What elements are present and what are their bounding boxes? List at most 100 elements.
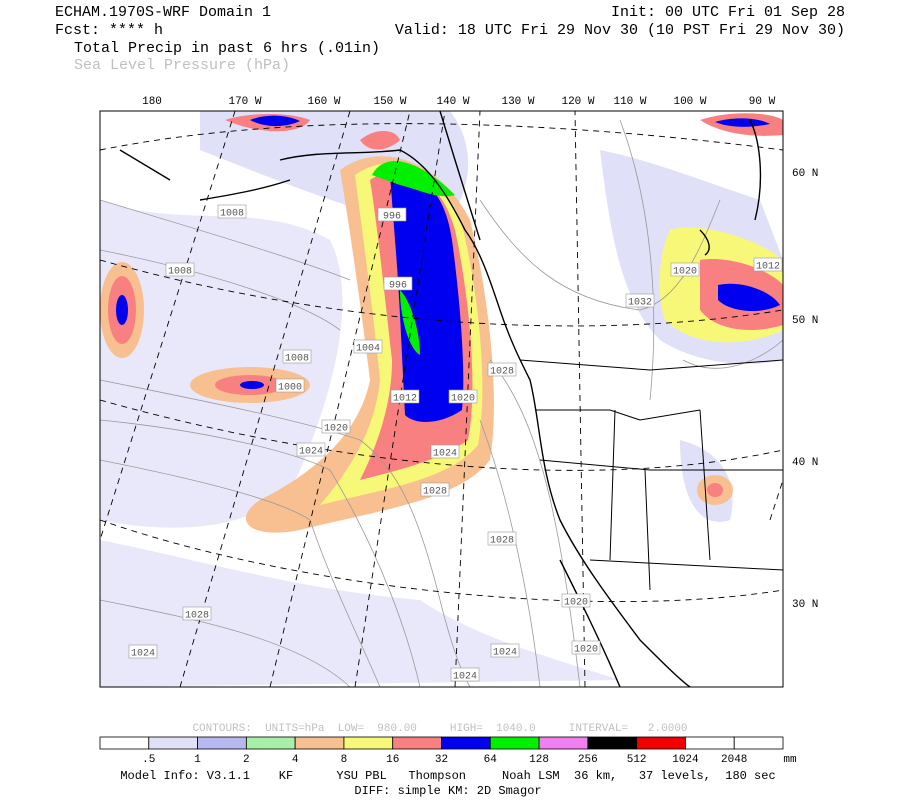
latitude-line	[100, 123, 783, 151]
isobar	[682, 339, 783, 369]
contour-label: 1024	[453, 672, 477, 683]
colorbar-swatch	[636, 736, 686, 750]
contour-label-box	[165, 262, 195, 277]
contour-label: 1024	[493, 648, 517, 659]
contour-label: 1012	[393, 394, 417, 405]
colorbar-swatch	[392, 736, 442, 750]
contour-label: 996	[383, 212, 401, 223]
contour-label-box	[487, 531, 517, 546]
latitude-label: 60 N	[792, 168, 818, 180]
longitude-label: 90 W	[749, 96, 776, 108]
contour-label-box	[450, 667, 480, 682]
contour-label-box	[448, 389, 478, 404]
field-precip: Total Precip in past 6 hrs (.01in)	[74, 40, 380, 57]
precip-intense	[390, 174, 464, 422]
longitude-label: 140 W	[436, 96, 469, 108]
precip-intense	[240, 381, 264, 389]
colorbar-label: .5	[142, 754, 155, 766]
colorbar-label: 2048	[721, 754, 747, 766]
map-frame	[99, 110, 784, 688]
colorbar-label: 32	[435, 754, 448, 766]
precip-intense	[250, 115, 300, 127]
contour-label: 1008	[220, 209, 244, 220]
contour-label: 1028	[490, 367, 514, 378]
latitude-line	[100, 399, 783, 471]
contour-label: 1020	[324, 424, 348, 435]
contour-label-box	[390, 389, 420, 404]
contour-label: 1024	[131, 649, 155, 660]
isobar	[479, 199, 721, 311]
contour-label: 1020	[574, 645, 598, 656]
init-time: Init: 00 UTC Fri 01 Sep 28	[611, 4, 845, 21]
contour-label-box	[377, 207, 407, 222]
isobar	[100, 379, 471, 687]
coastline	[699, 119, 762, 256]
colorbar-swatch	[197, 736, 247, 750]
contour-label: 1020	[451, 394, 475, 405]
coastline	[279, 149, 691, 687]
colorbar-swatch	[294, 736, 345, 750]
diff-info: DIFF: simple KM: 2D Smagor	[354, 784, 541, 798]
longitude-label: 160 W	[307, 96, 340, 108]
colorbar-swatch	[99, 736, 150, 750]
contour-label-box	[275, 378, 305, 393]
contour-label-box	[571, 640, 601, 655]
colorbar-swatch	[489, 736, 540, 750]
contour-label-box	[670, 262, 700, 277]
field-slp: Sea Level Pressure (hPa)	[74, 57, 290, 74]
latitude-labels: 60 N 50 N 40 N 30 N	[792, 168, 818, 611]
valid-time: Valid: 18 UTC Fri 29 Nov 30 (10 PST Fri …	[395, 22, 845, 39]
colorbar-label: 1024	[672, 754, 699, 766]
aleutians	[119, 149, 291, 201]
colorbar-label: 64	[484, 754, 498, 766]
longitude-label: 120 W	[561, 96, 594, 108]
colorbar-label: 16	[386, 754, 399, 766]
colorbar-label: 2	[243, 754, 250, 766]
contour-info: CONTOURS: UNITS=hPa LOW= 980.00 HIGH= 10…	[192, 723, 687, 735]
isobar	[100, 249, 341, 331]
latitude-line	[100, 259, 783, 327]
contour-label: 1028	[490, 536, 514, 547]
colorbar: .5 1 2 4 8 16 32 64 128 256 512 1024 2048	[99, 736, 784, 766]
contour-label: 1008	[285, 354, 309, 365]
colorbar-swatch	[441, 736, 491, 750]
isobar	[100, 419, 421, 687]
latitude-label: 40 N	[792, 457, 818, 469]
latitude-label: 30 N	[792, 599, 818, 611]
colorbar-label: 512	[627, 754, 647, 766]
contour-label: 1024	[433, 449, 457, 460]
border	[439, 111, 481, 241]
precip-light	[100, 200, 343, 528]
latitude-label: 50 N	[792, 315, 818, 327]
contour-label-box	[353, 339, 383, 354]
longitude-label: 150 W	[373, 96, 406, 108]
baja-coast	[559, 559, 621, 687]
precip-heavy	[360, 131, 400, 150]
contour-label: 1020	[673, 267, 697, 278]
map-area: 1008 1008 996 996 1004 1008 1000 1012 1020 1020 10…	[100, 111, 783, 687]
isobar	[100, 199, 351, 281]
contour-label-box	[296, 442, 326, 457]
colorbar-swatch	[245, 736, 296, 750]
longitude-label: 180	[142, 96, 162, 108]
isobar	[100, 459, 381, 687]
colorbar-label: 256	[578, 754, 598, 766]
forecast-hour: Fcst: **** h	[55, 22, 163, 39]
contour-label: 1008	[168, 267, 192, 278]
colorbar-label: 8	[341, 754, 348, 766]
latitude-line	[100, 519, 783, 603]
longitude-line	[100, 111, 236, 541]
isobar	[100, 599, 351, 687]
longitude-labels: 180 170 W 160 W 150 W 140 W 130 W 120 W 110 W 10…	[142, 96, 776, 108]
contour-label-box	[282, 349, 312, 364]
longitude-line	[179, 111, 351, 687]
precip-very-intense	[400, 290, 420, 355]
isobar	[619, 119, 655, 401]
isobar	[489, 359, 581, 687]
border	[519, 359, 783, 371]
contour-label-box	[321, 419, 351, 434]
longitude-line	[574, 111, 586, 687]
contour-label: 1032	[628, 298, 652, 309]
colorbar-swatch	[733, 736, 784, 750]
